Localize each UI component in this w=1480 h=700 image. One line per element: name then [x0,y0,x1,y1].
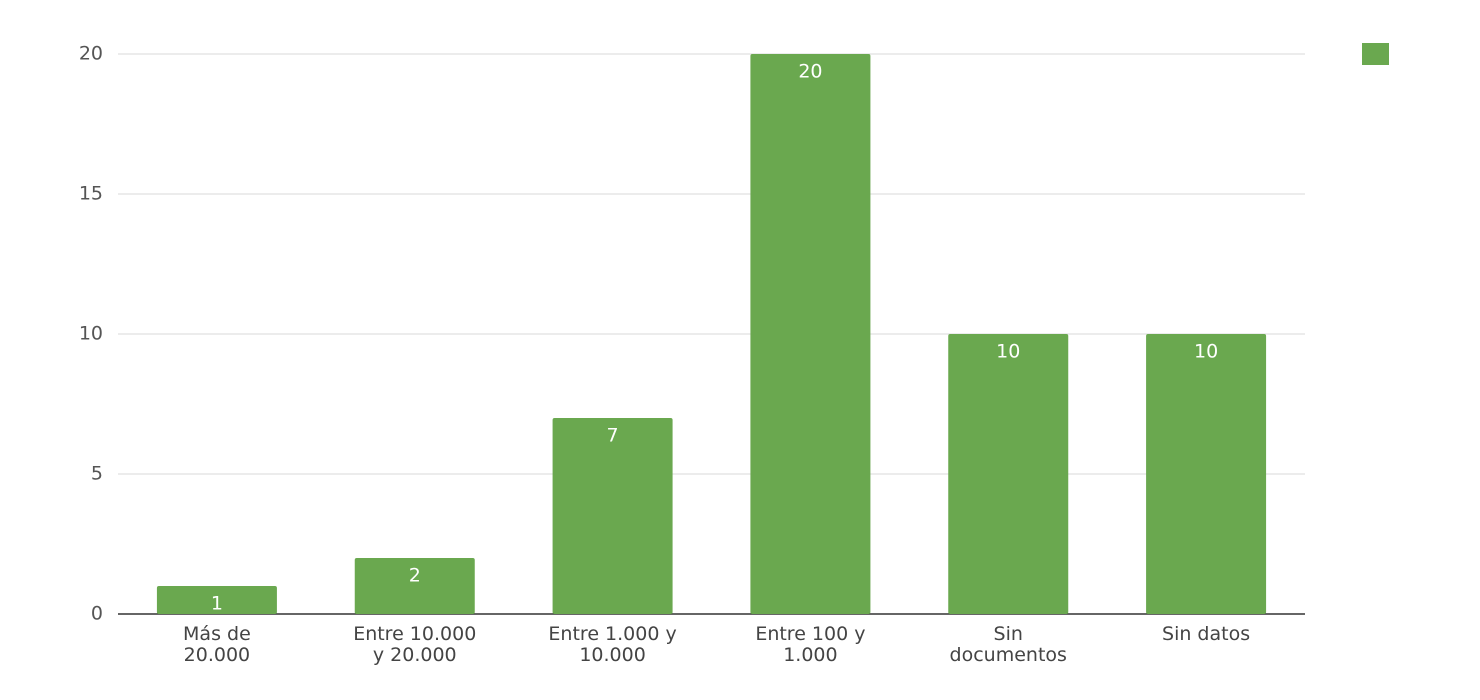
x-tick-label: Entre 100 y 1.000 [755,623,866,666]
bar [354,558,475,614]
x-tick-label: Sin datos [1162,623,1251,645]
y-tick-label: 5 [91,463,103,485]
y-tick-label: 20 [79,43,103,65]
y-tick-label: 0 [91,603,103,625]
data-label: 7 [607,425,619,447]
bar [750,54,871,614]
x-tick-label: Más de 20.000 [183,623,251,666]
data-label: 10 [1194,341,1218,363]
bar [552,418,673,614]
x-tick-label: Sin documentos [949,623,1067,666]
x-tick-label: Entre 1.000 y 10.000 [548,623,677,666]
data-label: 20 [798,61,822,83]
legend-swatch [1362,43,1389,65]
bar [1146,334,1267,614]
bar [156,586,277,614]
bar [948,334,1069,614]
data-label: 10 [996,341,1020,363]
x-tick-label: Entre 10.000 y 20.000 [353,623,477,666]
y-tick-label: 15 [79,183,103,205]
y-tick-label: 10 [79,323,103,345]
data-label: 2 [409,565,421,587]
data-label: 1 [211,593,223,615]
